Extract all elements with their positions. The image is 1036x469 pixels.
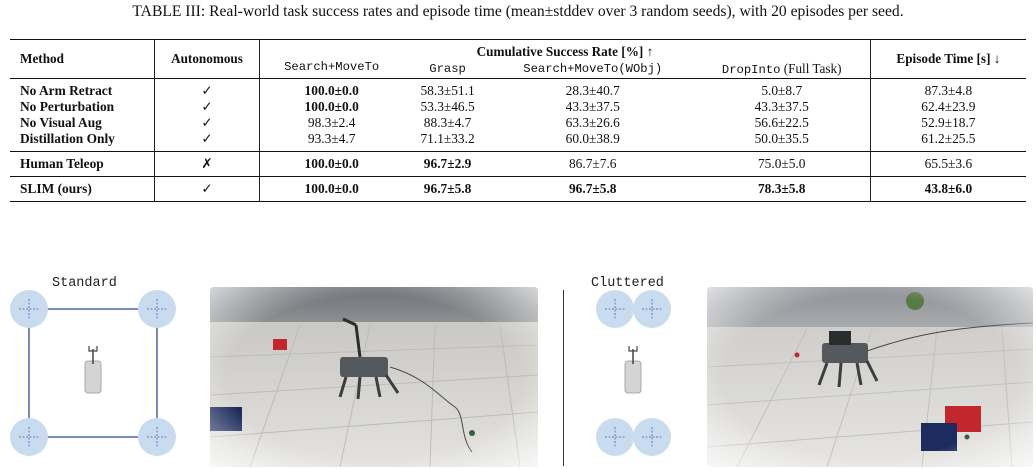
standard-robot-icon: [84, 346, 102, 394]
row-episode-time: 65.5±3.6: [870, 151, 1026, 177]
standard-layout-diagram: [10, 290, 176, 456]
row-method: Distillation Only: [10, 131, 155, 152]
cluttered-robot-icon: [624, 346, 642, 394]
row-success-cell: 93.3±4.7: [307, 131, 356, 146]
row-success-cell: 50.0±35.5: [693, 131, 871, 152]
header-autonomous: Autonomous: [154, 39, 260, 79]
row-autonomous: ✓: [154, 176, 260, 202]
standard-scene-photo: [210, 287, 538, 467]
row-success-cell: 43.3±37.5: [693, 99, 871, 115]
cluttered-waypoint-tr: [633, 290, 671, 328]
row-success-cell: 28.3±40.7: [491, 78, 694, 99]
row-success-cell: 96.7±2.9: [403, 151, 492, 177]
table-caption: TABLE III: Real-world task success rates…: [132, 3, 904, 20]
row-success-cell: 100.0±0.0: [259, 176, 404, 202]
table-row: No Arm Retract ✓ 100.0±0.0 58.3±51.1 28.3±40…: [10, 78, 1026, 99]
subheader-dropinto-suffix: (Full Task): [780, 61, 842, 76]
subheader-grasp: Grasp: [429, 62, 466, 76]
row-success-cell: 5.0±8.7: [693, 78, 871, 99]
row-success-cell: 60.0±38.9: [565, 131, 620, 146]
standard-arena-square: [28, 308, 158, 438]
header-episode-time: Episode Time [s] ↓: [870, 39, 1026, 79]
row-episode-time: 61.2±25.5: [921, 131, 976, 146]
table-row: Human Teleop ✗ 100.0±0.0 96.7±2.9 86.7±7.6 75…: [10, 151, 1026, 177]
row-method: Human Teleop: [10, 151, 155, 177]
row-autonomous: ✓: [154, 115, 260, 131]
table-row: SLIM (ours) ✓ 100.0±0.0 96.7±5.8 96.7±5.8 78.…: [10, 176, 1026, 202]
row-episode-time: 62.4±23.9: [921, 99, 976, 114]
row-success-cell: 43.3±37.5: [565, 99, 620, 114]
row-autonomous: ✓: [154, 99, 260, 115]
row-success-cell: 78.3±5.8: [693, 176, 871, 202]
cluttered-scene-illustration: [707, 287, 1033, 467]
subheader-dropinto: DropInto (Full Task): [693, 60, 871, 79]
row-episode-time: 52.9±18.7: [921, 115, 976, 130]
table-row: Distillation Only ✓ 93.3±4.7 71.1±33.2 60.0±…: [10, 131, 1026, 152]
row-method: SLIM (ours): [10, 176, 155, 202]
standard-waypoint-br: [138, 418, 176, 456]
results-table-body: No Arm Retract ✓ 100.0±0.0 58.3±51.1 28.3±40…: [10, 78, 1026, 202]
cluttered-waypoint-tl: [596, 290, 634, 328]
row-method: No Arm Retract: [10, 78, 155, 99]
row-success-cell: 58.3±51.1: [403, 78, 492, 99]
row-success-cell: 75.0±5.0: [693, 151, 871, 177]
row-success-cell: 71.1±33.2: [420, 131, 475, 146]
row-success-cell: 96.7±5.8: [491, 176, 694, 202]
subheader-search-moveto: Search+MoveTo: [284, 60, 380, 74]
table-row: No Visual Aug ✓ 98.3±2.4 88.3±4.7 63.3±26.6 5…: [10, 115, 1026, 131]
header-success-rate: Cumulative Success Rate [%] ↑: [259, 39, 871, 60]
row-success-cell: 100.0±0.0: [304, 99, 359, 114]
standard-scene-illustration: [210, 287, 538, 467]
cluttered-waypoint-br: [633, 418, 671, 456]
standard-waypoint-tl: [10, 290, 48, 328]
row-method: No Perturbation: [10, 99, 155, 115]
row-success-cell: 96.7±5.8: [403, 176, 492, 202]
row-autonomous: ✓: [154, 131, 260, 152]
standard-waypoint-bl: [10, 418, 48, 456]
panel-divider: [563, 290, 564, 466]
row-episode-time: 87.3±4.8: [870, 78, 1026, 99]
row-autonomous: ✗: [154, 151, 260, 177]
cluttered-layout-diagram: [596, 290, 671, 456]
subheader-search-moveto-wobj: Search+MoveTo(WObj): [523, 62, 663, 76]
cluttered-waypoint-bl: [596, 418, 634, 456]
cluttered-scene-photo: [707, 287, 1033, 467]
standard-label: Standard: [52, 276, 117, 291]
row-method: No Visual Aug: [10, 115, 155, 131]
row-success-cell: 100.0±0.0: [259, 78, 404, 99]
row-success-cell: 98.3±2.4: [307, 115, 356, 130]
header-method: Method: [10, 39, 155, 79]
row-success-cell: 86.7±7.6: [491, 151, 694, 177]
subheader-dropinto-code: DropInto: [721, 63, 781, 77]
row-episode-time: 43.8±6.0: [870, 176, 1026, 202]
cluttered-label: Cluttered: [591, 276, 664, 291]
row-success-cell: 56.6±22.5: [693, 115, 871, 131]
row-success-cell: 63.3±26.6: [565, 115, 620, 130]
row-autonomous: ✓: [154, 78, 260, 99]
table-row: No Perturbation ✓ 100.0±0.0 53.3±46.5 43.3±3…: [10, 99, 1026, 115]
row-success-cell: 100.0±0.0: [259, 151, 404, 177]
row-success-cell: 88.3±4.7: [423, 115, 472, 130]
results-table: Method Autonomous Cumulative Success Rat…: [10, 39, 1026, 202]
standard-waypoint-tr: [138, 290, 176, 328]
row-success-cell: 53.3±46.5: [420, 99, 475, 114]
